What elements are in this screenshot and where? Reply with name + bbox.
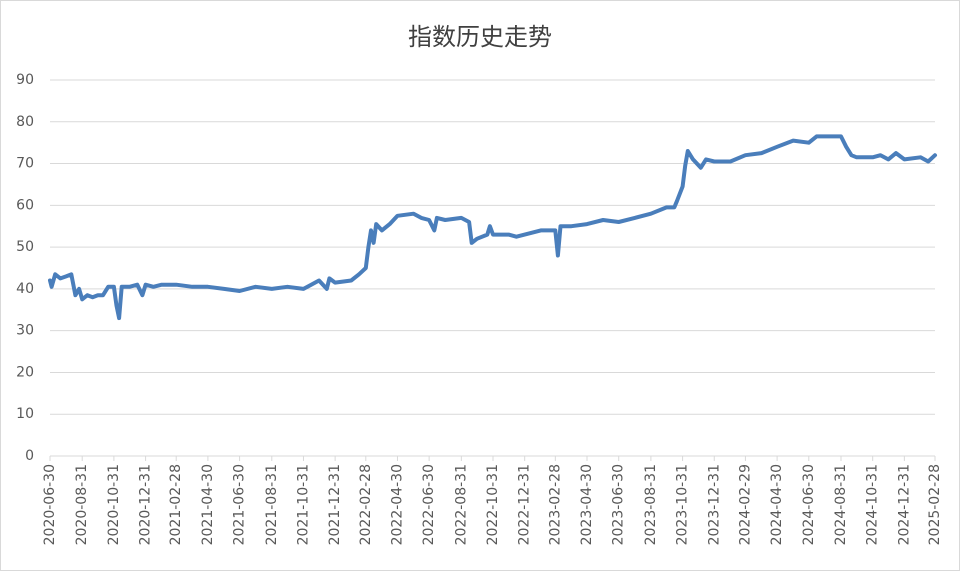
x-tick-label: 2024-08-31 [833,464,849,545]
x-tick-label: 2022-12-31 [517,464,533,545]
chart-title: 指数历史走势 [408,23,552,51]
y-tick-label: 90 [16,72,34,88]
x-tick-label: 2021-08-31 [264,464,280,545]
x-tick-label: 2021-06-30 [232,464,248,545]
x-tick-label: 2023-06-30 [611,464,627,545]
x-tick-label: 2022-02-28 [358,464,374,545]
y-tick-label: 70 [16,156,34,172]
x-tick-label: 2024-12-31 [896,464,912,545]
x-tick-label: 2023-04-30 [579,464,595,545]
x-tick-label: 2022-06-30 [421,464,437,545]
x-tick-label: 2024-02-29 [737,464,753,545]
x-tick-label: 2022-08-31 [453,464,469,545]
x-tick-label: 2023-02-28 [547,464,563,545]
x-tick-label: 2021-04-30 [200,464,216,545]
x-tick-label: 2020-08-31 [74,464,90,545]
x-tick-label: 2024-06-30 [801,464,817,545]
x-tick-label: 2024-10-31 [865,464,881,545]
x-tick-label: 2022-04-30 [389,464,405,545]
data-line [48,134,937,321]
y-tick-label: 0 [25,448,34,464]
x-tick-label: 2021-10-31 [295,464,311,545]
y-tick-label: 80 [16,114,34,130]
x-tick-label: 2022-10-31 [485,464,501,545]
x-tick-label: 2020-12-31 [138,464,154,545]
x-tick-label: 2023-10-31 [675,464,691,545]
x-tick-label: 2023-12-31 [706,464,722,545]
x-tick-label: 2024-04-30 [769,464,785,545]
y-tick-label: 10 [16,406,34,422]
x-tick-label: 2020-10-31 [106,464,122,545]
x-tick-label: 2023-08-31 [643,464,659,545]
x-tick-label: 2021-12-31 [327,464,343,545]
y-tick-label: 50 [16,239,34,255]
y-tick-label: 20 [16,364,34,380]
x-tick-label: 2021-02-28 [168,464,184,545]
x-tick-label: 2025-02-28 [927,464,943,545]
y-tick-label: 40 [16,281,34,297]
y-tick-label: 30 [16,323,34,339]
x-tick-label: 2020-06-30 [42,464,58,545]
y-tick-label: 60 [16,197,34,213]
